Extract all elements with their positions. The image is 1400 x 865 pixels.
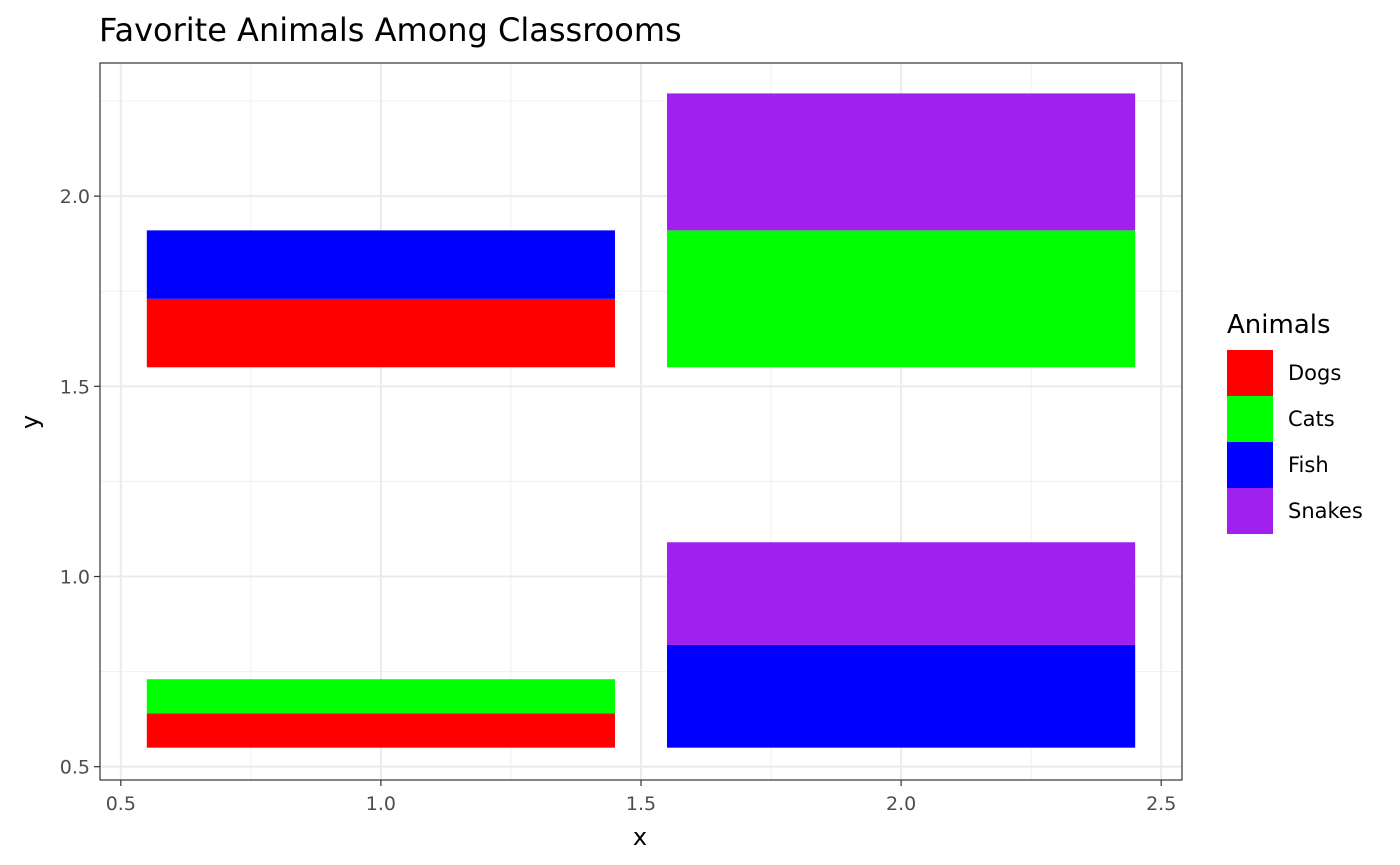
plot-rectangles <box>146 93 1136 748</box>
rect-snakes <box>667 542 1136 645</box>
legend-key-cats <box>1227 396 1273 442</box>
rect-cats <box>667 230 1136 368</box>
rect-cats <box>146 679 615 714</box>
x-tick-label: 0.5 <box>106 793 136 815</box>
legend: Animals Dogs Cats Fish Snakes <box>1227 310 1363 534</box>
chart-title: Favorite Animals Among Classrooms <box>99 11 682 49</box>
x-axis: 0.5 1.0 1.5 2.0 2.5 <box>106 780 1176 815</box>
legend-label-dogs: Dogs <box>1288 361 1341 385</box>
legend-title: Animals <box>1227 310 1331 340</box>
y-axis: 0.5 1.0 1.5 2.0 <box>60 186 100 779</box>
legend-label-cats: Cats <box>1288 407 1335 431</box>
y-tick-label: 1.5 <box>60 376 90 398</box>
rect-dogs <box>146 298 615 368</box>
x-tick-label: 2.5 <box>1146 793 1176 815</box>
x-tick-label: 1.0 <box>366 793 396 815</box>
y-tick-label: 1.0 <box>60 567 90 589</box>
rect-fish <box>146 230 615 299</box>
y-axis-title: y <box>16 415 44 429</box>
rect-dogs <box>146 713 615 748</box>
x-tick-label: 1.5 <box>626 793 656 815</box>
x-tick-label: 2.0 <box>886 793 916 815</box>
legend-label-fish: Fish <box>1288 453 1329 477</box>
y-tick-label: 0.5 <box>60 757 90 779</box>
legend-key-fish <box>1227 442 1273 488</box>
legend-label-snakes: Snakes <box>1288 499 1363 523</box>
x-axis-title: x <box>633 823 647 851</box>
rect-fish <box>667 644 1136 748</box>
rect-snakes <box>667 93 1136 231</box>
legend-key-snakes <box>1227 488 1273 534</box>
y-tick-label: 2.0 <box>60 186 90 208</box>
legend-key-dogs <box>1227 350 1273 396</box>
